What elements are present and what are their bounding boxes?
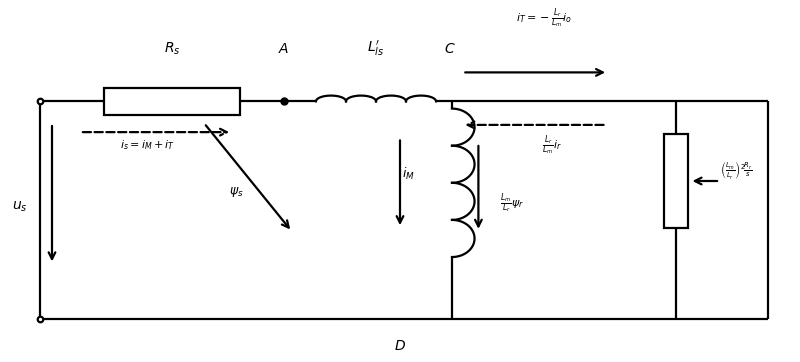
Text: $\frac{L_m}{L_r}\psi_r$: $\frac{L_m}{L_r}\psi_r$ [500, 191, 524, 215]
Text: $A$: $A$ [278, 42, 290, 56]
Text: $\psi_s$: $\psi_s$ [229, 185, 243, 199]
Text: $C$: $C$ [444, 42, 455, 56]
Text: $\left(\frac{L_m}{L_r}\right)^2\!\frac{R_r}{s}$: $\left(\frac{L_m}{L_r}\right)^2\!\frac{R… [720, 159, 752, 181]
Text: $i_T = -\frac{L_r}{L_m}i_o$: $i_T = -\frac{L_r}{L_m}i_o$ [516, 6, 572, 30]
Text: $\frac{L_r}{L_m}i_r$: $\frac{L_r}{L_m}i_r$ [542, 133, 562, 157]
Text: $R_s$: $R_s$ [164, 41, 180, 57]
Bar [104, 88, 240, 115]
Text: $D$: $D$ [394, 339, 406, 353]
Text: $L^{\prime}_{ls}$: $L^{\prime}_{ls}$ [367, 39, 385, 59]
Text: $i_M$: $i_M$ [402, 166, 414, 182]
Bar [664, 134, 688, 228]
Text: $i_s = i_M + i_T$: $i_s = i_M + i_T$ [121, 138, 175, 152]
Text: $u_s$: $u_s$ [12, 199, 28, 214]
